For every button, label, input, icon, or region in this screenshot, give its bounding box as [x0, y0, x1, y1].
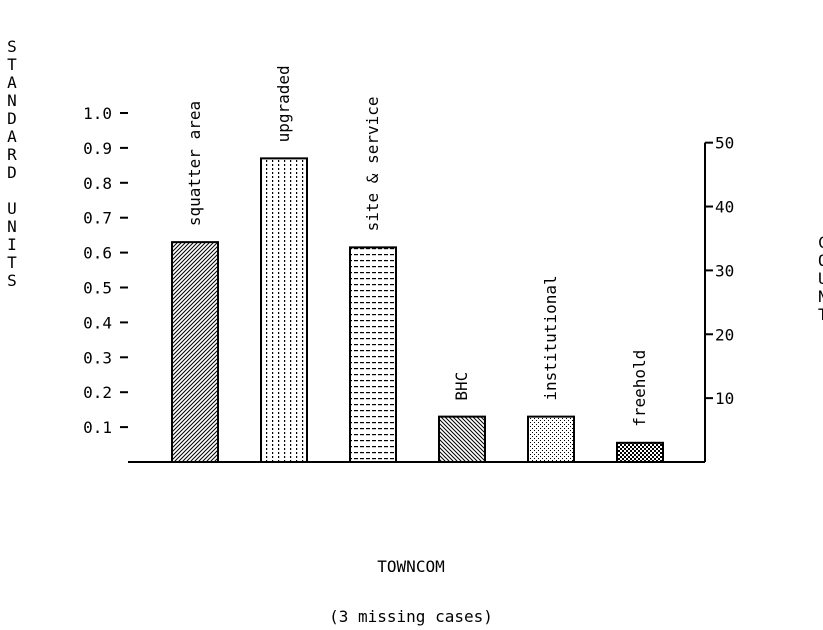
ylabel-char-6: R	[7, 145, 17, 164]
ylabel-char-4: D	[7, 109, 17, 128]
ylabel-char-3: N	[7, 91, 17, 110]
y2-tick-label-3: 40	[715, 198, 734, 217]
y-tick-label-4: 0.5	[83, 279, 112, 298]
y2-tick-label-4: 50	[715, 134, 734, 153]
y2label-char-0: C	[818, 233, 823, 252]
y2label-char-4: T	[818, 305, 823, 324]
axes	[120, 112, 713, 463]
ylabel-char-0: S	[7, 37, 17, 56]
y2label-char-1: O	[818, 251, 823, 270]
y-tick-label-7: 0.8	[83, 174, 112, 193]
x-axis-title: TOWNCOM	[377, 557, 444, 576]
y-tick-label-2: 0.3	[83, 348, 112, 367]
y-tick-label-5: 0.6	[83, 244, 112, 263]
bar-0	[171, 241, 219, 463]
y2label-char-2: U	[818, 269, 823, 288]
y-tick-label-6: 0.7	[83, 209, 112, 228]
labels: 0.1 0.2 0.3 0.4 0.5 0.6 0.7 0.8 0.9 1.0 10 20 30 40 50…	[7, 37, 823, 626]
bar-5	[616, 441, 664, 463]
category-label-4: institutional	[541, 275, 560, 400]
ylabel-char-13: S	[7, 271, 17, 290]
missing-cases-note: (3 missing cases)	[329, 607, 493, 626]
ylabel-char-5: A	[7, 127, 17, 146]
bar-1	[260, 157, 308, 463]
ylabel-char-12: T	[7, 253, 17, 272]
y-tick-label-0: 0.1	[83, 418, 112, 437]
ylabel-char-7: D	[7, 163, 17, 182]
y2-tick-label-1: 20	[715, 325, 734, 344]
y2-tick-label-0: 10	[715, 389, 734, 408]
ylabel-char-10: N	[7, 217, 17, 236]
bar-3	[438, 415, 486, 464]
y2label-char-3: N	[818, 287, 823, 306]
y-tick-label-1: 0.2	[83, 383, 112, 402]
category-label-3: BHC	[452, 372, 471, 401]
ylabel-char-2: A	[7, 73, 17, 92]
bar-4	[527, 415, 575, 464]
category-label-1: upgraded	[274, 65, 293, 142]
y-tick-label-9: 1.0	[83, 104, 112, 123]
category-label-0: squatter area	[185, 101, 204, 226]
ylabel-char-1: T	[7, 55, 17, 74]
y2-tick-label-2: 30	[715, 261, 734, 280]
y-tick-label-3: 0.4	[83, 313, 112, 332]
category-label-2: site & service	[363, 97, 382, 232]
ylabel-char-9: U	[7, 199, 17, 218]
bars	[171, 157, 664, 464]
ylabel-char-11: I	[7, 235, 17, 254]
y-tick-label-8: 0.9	[83, 139, 112, 158]
bar-2	[349, 246, 397, 463]
category-label-5: freehold	[630, 350, 649, 427]
